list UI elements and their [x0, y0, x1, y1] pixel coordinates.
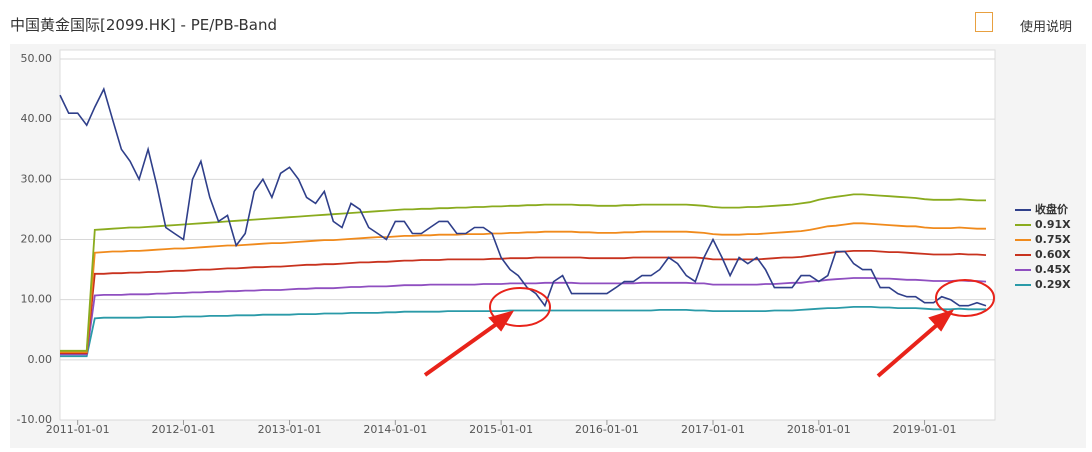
arrow	[876, 316, 947, 378]
legend-label: 0.60X	[1035, 248, 1071, 261]
x-tick-label: 2017-01-01	[681, 423, 745, 436]
arrow-head	[488, 310, 515, 332]
x-tick-label: 2011-01-01	[46, 423, 110, 436]
legend-label: 0.45X	[1035, 263, 1071, 276]
x-tick-label: 2014-01-01	[363, 423, 427, 436]
series-line	[60, 306, 986, 358]
highlight-circle	[489, 287, 551, 327]
series-line	[60, 250, 987, 355]
arrow	[423, 316, 507, 377]
x-tick-label: 2016-01-01	[575, 423, 639, 436]
x-tick-label: 2019-01-01	[893, 423, 957, 436]
x-tick-label: 2018-01-01	[787, 423, 851, 436]
x-tick-label: 2012-01-01	[151, 423, 215, 436]
arrow-head	[928, 309, 955, 332]
download-button[interactable]	[975, 12, 993, 32]
y-tick-label: 20.00	[21, 233, 53, 246]
legend-label: 0.75X	[1035, 233, 1071, 246]
x-tick-label: 2015-01-01	[469, 423, 533, 436]
plot-area	[59, 49, 996, 421]
legend-label: 收盘价	[1035, 202, 1069, 216]
series-line	[60, 222, 986, 353]
series-line	[60, 193, 986, 352]
y-tick-label: -10.00	[17, 413, 52, 426]
x-tick-label: 2013-01-01	[258, 423, 322, 436]
y-tick-label: 0.00	[28, 353, 53, 366]
legend-label: 0.29X	[1035, 278, 1071, 291]
legend-label: 0.91X	[1035, 218, 1071, 231]
y-tick-label: 30.00	[21, 172, 53, 185]
highlight-circle	[935, 279, 995, 317]
series-line	[59, 86, 987, 308]
series-line	[60, 277, 987, 356]
annotations	[423, 279, 995, 378]
y-tick-label: 40.00	[21, 112, 53, 125]
y-tick-label: 50.00	[21, 52, 53, 65]
y-tick-label: 10.00	[21, 293, 53, 306]
page-title: 中国黄金国际[2099.HK] - PE/PB-Band	[10, 16, 278, 34]
help-link[interactable]: 使用说明	[1020, 20, 1073, 35]
